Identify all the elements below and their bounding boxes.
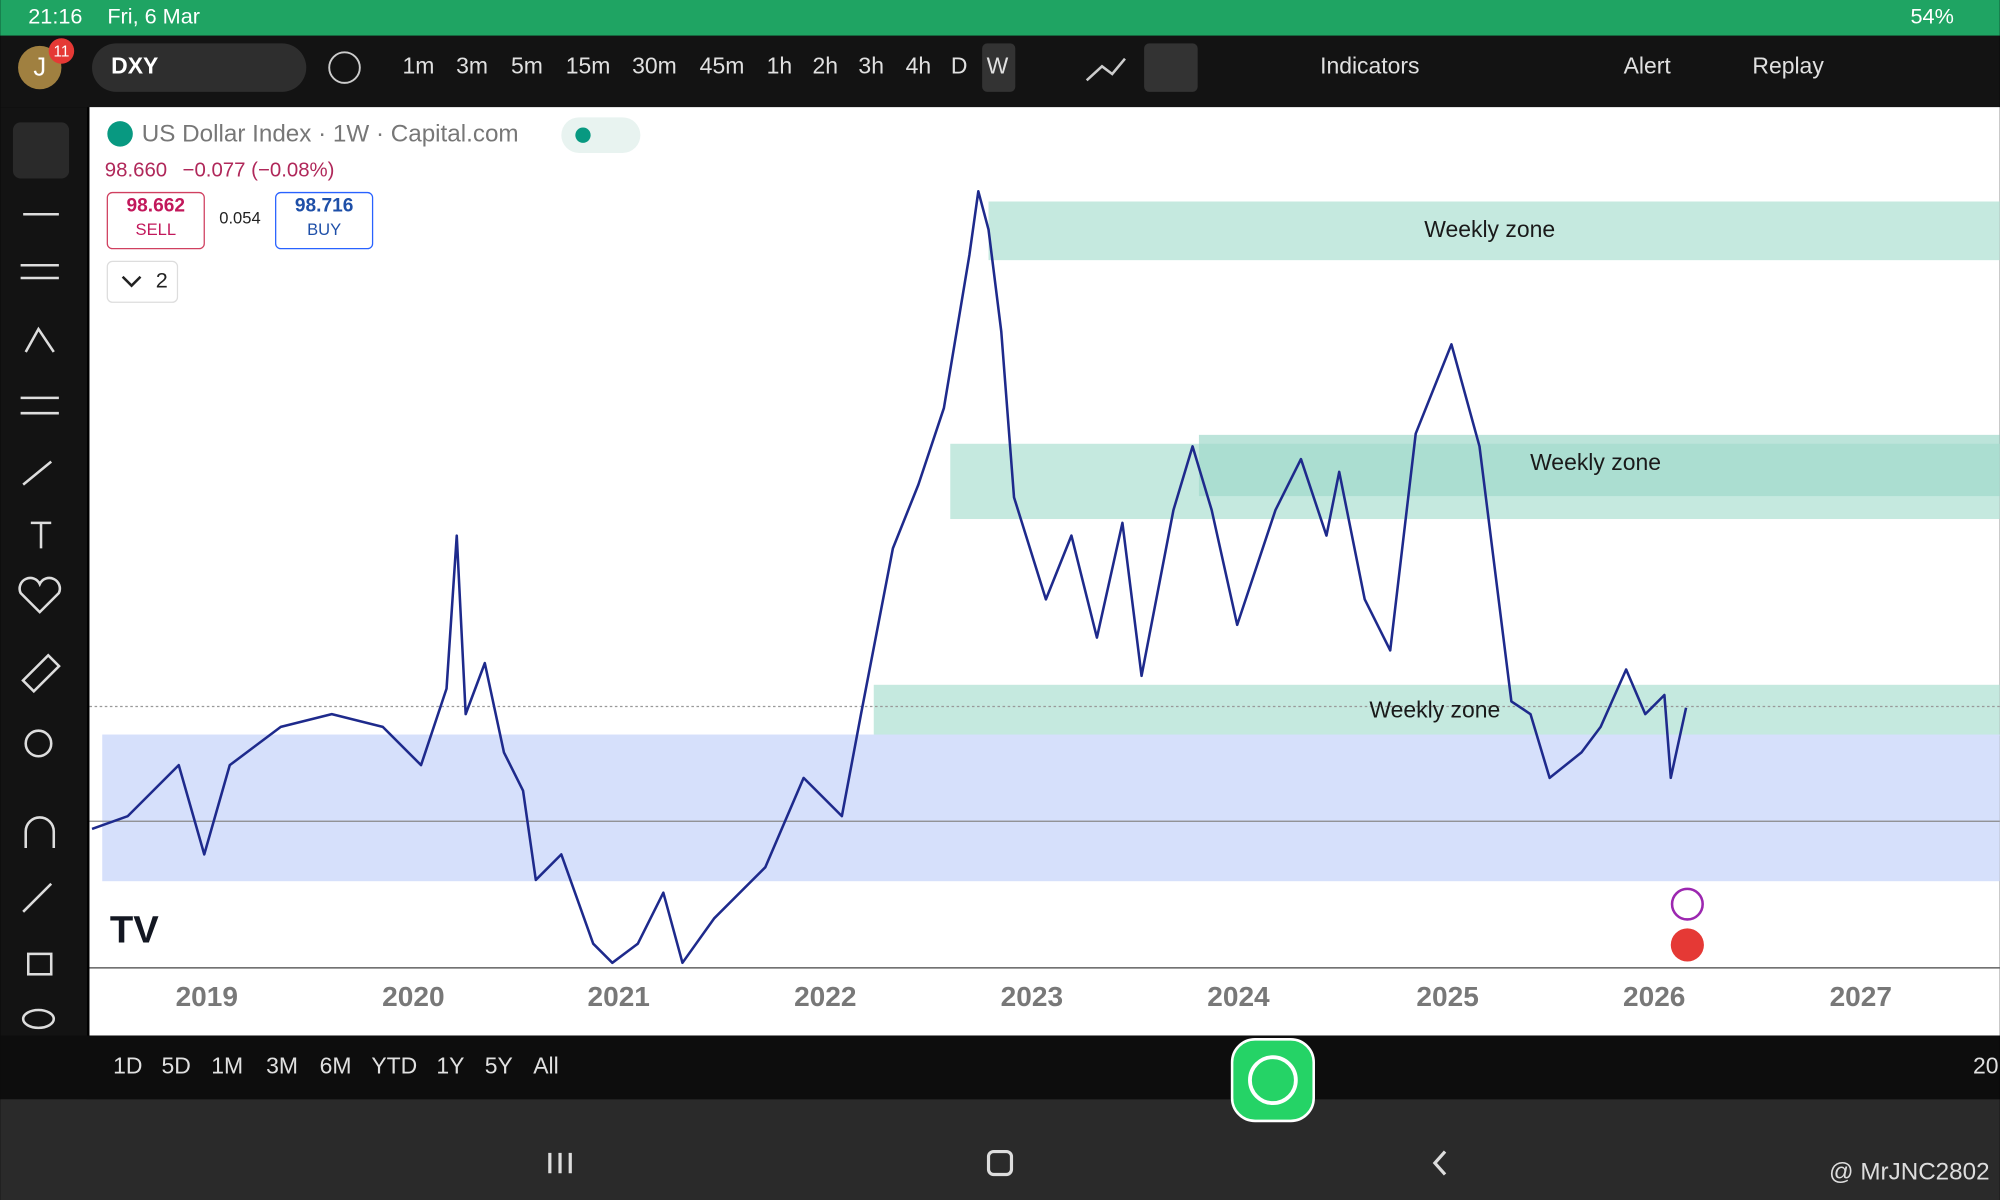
sidebar	[0, 107, 87, 1100]
watermark: @ MrJNC2802	[1829, 1159, 1990, 1186]
sell-label[interactable]: SELL	[136, 220, 177, 239]
buy-label[interactable]: BUY	[307, 220, 341, 239]
replay[interactable]: Replay	[1752, 53, 1824, 79]
range[interactable]: 5Y	[485, 1052, 513, 1078]
range[interactable]: 5D	[162, 1052, 191, 1078]
x-axis-label: 2024	[1207, 981, 1270, 1012]
market-dot	[575, 127, 591, 143]
chart-type[interactable]	[1144, 43, 1198, 92]
chart-title: US Dollar Index · 1W · Capital.com	[142, 121, 519, 148]
layers-count[interactable]: 2	[156, 268, 168, 293]
whatsapp-glyph	[1248, 1055, 1298, 1105]
layers-button[interactable]	[106, 260, 179, 303]
range[interactable]: 1M	[211, 1052, 243, 1078]
nav-icons[interactable]	[548, 1149, 1447, 1177]
badge	[48, 38, 75, 64]
zone	[873, 684, 2000, 736]
zone-label: Weekly zone	[1424, 216, 1555, 242]
range[interactable]: YTD	[371, 1052, 417, 1078]
whatsapp-icon[interactable]	[1230, 1038, 1315, 1123]
event-icon	[1670, 887, 1704, 921]
symbol-search[interactable]	[92, 43, 307, 92]
symbol[interactable]: DXY	[111, 53, 158, 79]
range[interactable]: 1D	[113, 1052, 142, 1078]
interval[interactable]: 15m	[566, 53, 611, 79]
range-bar	[0, 1035, 2000, 1100]
interval[interactable]: 30m	[632, 53, 677, 79]
line-icon[interactable]	[1085, 57, 1126, 82]
range[interactable]: 3M	[266, 1052, 298, 1078]
alert[interactable]: Alert	[1624, 53, 1672, 79]
x-axis-label: 2021	[588, 981, 650, 1012]
cursor-tool[interactable]	[12, 122, 70, 179]
price: 98.660	[105, 159, 167, 181]
spread: 0.054	[219, 209, 260, 228]
x-axis-label: 2020	[382, 981, 444, 1012]
nav-bar	[0, 1099, 2000, 1200]
buy-price[interactable]: 98.716	[295, 196, 353, 217]
tool-icons	[18, 212, 62, 1030]
avatar-letter[interactable]: J	[33, 54, 46, 82]
interval[interactable]: 1h	[767, 53, 793, 79]
sell-button[interactable]	[106, 191, 205, 250]
interval[interactable]: D	[951, 53, 968, 79]
status-pill	[561, 117, 641, 154]
interval[interactable]: W	[987, 53, 1009, 79]
zone	[102, 734, 2000, 882]
add-button[interactable]	[328, 51, 361, 84]
interval[interactable]: 5m	[511, 53, 543, 79]
x-axis-label: 2022	[794, 981, 856, 1012]
zone	[1198, 434, 2000, 497]
date: Fri, 6 Mar	[107, 4, 200, 29]
interval-active	[982, 43, 1016, 92]
status-bar	[0, 0, 2000, 36]
x-axis-label: 2027	[1830, 981, 1892, 1012]
right-edge-label: 20	[1973, 1052, 1999, 1078]
logo: TV	[110, 908, 159, 951]
x-axis-label: 2019	[176, 981, 238, 1012]
x-axis-label: 2026	[1623, 981, 1685, 1012]
range[interactable]: 6M	[320, 1052, 352, 1078]
zone	[988, 201, 2000, 261]
zone-label: Weekly zone	[1369, 697, 1500, 723]
battery: 54%	[1911, 4, 1954, 29]
buy-button[interactable]	[275, 191, 374, 250]
interval[interactable]: 2h	[813, 53, 839, 79]
sell-price[interactable]: 98.662	[127, 196, 185, 217]
change: −0.077 (−0.08%)	[183, 159, 335, 181]
x-axis-label: 2023	[1001, 981, 1063, 1012]
x-axis-label: 2025	[1416, 981, 1478, 1012]
price-path	[91, 190, 1688, 965]
interval[interactable]: 3m	[456, 53, 488, 79]
badge-count: 11	[53, 43, 69, 60]
interval[interactable]: 4h	[906, 53, 932, 79]
range[interactable]: 1Y	[436, 1052, 464, 1078]
flag-icon	[1670, 928, 1704, 962]
interval[interactable]: 45m	[700, 53, 745, 79]
indicators[interactable]: Indicators	[1320, 53, 1419, 79]
time: 21:16	[28, 4, 82, 29]
interval[interactable]: 3h	[858, 53, 884, 79]
symbol-icon	[107, 121, 133, 147]
chevron	[121, 275, 142, 288]
interval[interactable]: 1m	[403, 53, 435, 79]
range[interactable]: All	[533, 1052, 559, 1078]
zone-label: Weekly zone	[1530, 449, 1661, 475]
